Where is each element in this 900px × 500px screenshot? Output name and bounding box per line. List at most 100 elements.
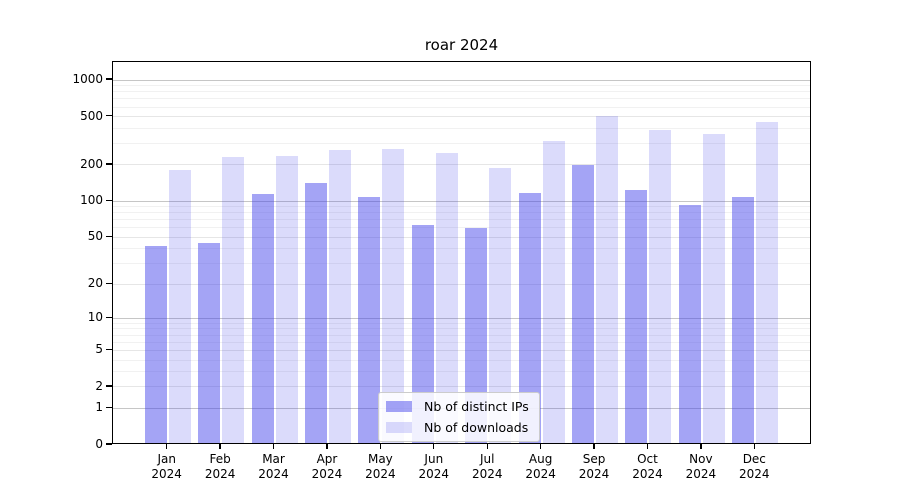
bar-distinct-ips-apr bbox=[304, 183, 327, 444]
bar-distinct-ips-feb bbox=[198, 242, 221, 444]
gridline-20 bbox=[113, 283, 810, 285]
bar-distinct-ips-dec bbox=[732, 197, 755, 444]
bar-downloads-aug bbox=[542, 141, 565, 444]
x-tick-nov bbox=[700, 444, 702, 449]
x-tick-label-aug: Aug 2024 bbox=[525, 452, 556, 481]
gridline-700 bbox=[113, 98, 810, 100]
x-tick-label-feb: Feb 2024 bbox=[204, 452, 236, 481]
y-tick-0 bbox=[106, 443, 112, 445]
x-tick-jan bbox=[166, 444, 168, 449]
gridline-900 bbox=[113, 85, 810, 87]
gridline-60 bbox=[113, 227, 810, 229]
y-tick-label-10: 10 bbox=[87, 310, 103, 325]
y-tick-50 bbox=[106, 235, 112, 238]
gridline-70 bbox=[113, 219, 810, 221]
bar-distinct-ips-may bbox=[358, 197, 381, 444]
chart-title: roar 2024 bbox=[424, 36, 499, 54]
gridline-5 bbox=[113, 349, 810, 351]
x-tick-label-may: May 2024 bbox=[365, 452, 396, 481]
gridline-7 bbox=[113, 334, 810, 336]
bar-downloads-dec bbox=[756, 122, 779, 444]
y-tick-5 bbox=[106, 348, 112, 351]
x-tick-oct bbox=[646, 444, 649, 449]
bar-distinct-ips-sep bbox=[572, 165, 595, 444]
gridline-500 bbox=[113, 116, 810, 118]
bar-distinct-ips-oct bbox=[625, 190, 648, 444]
bar-downloads-apr bbox=[328, 150, 351, 444]
x-tick-label-mar: Mar 2024 bbox=[258, 452, 289, 481]
y-tick-label-100: 100 bbox=[80, 193, 103, 208]
bar-downloads-jul bbox=[489, 168, 512, 444]
x-tick-jun bbox=[433, 444, 435, 449]
y-tick-200 bbox=[106, 163, 112, 165]
x-tick-feb bbox=[219, 444, 221, 449]
x-tick-may bbox=[379, 444, 382, 449]
bar-downloads-jan bbox=[168, 170, 191, 444]
legend-entry-distinct-ips: Nb of distinct IPs bbox=[386, 398, 529, 415]
bar-distinct-ips-nov bbox=[678, 204, 701, 444]
legend-label-downloads: Nb of downloads bbox=[424, 420, 529, 435]
gridline-9 bbox=[113, 322, 810, 324]
y-tick-20 bbox=[106, 282, 112, 284]
gridline-40 bbox=[113, 248, 810, 250]
bar-downloads-oct bbox=[649, 129, 672, 444]
gridline-1000 bbox=[113, 79, 810, 81]
gridline-400 bbox=[113, 127, 810, 129]
x-tick-apr bbox=[326, 444, 328, 449]
legend-label-distinct-ips: Nb of distinct IPs bbox=[424, 399, 529, 414]
y-tick-1 bbox=[106, 406, 112, 409]
y-tick-label-20: 20 bbox=[87, 276, 103, 291]
bar-distinct-ips-jan bbox=[144, 246, 167, 444]
x-tick-dec bbox=[753, 444, 755, 449]
y-tick-10 bbox=[106, 316, 112, 319]
x-tick-mar bbox=[272, 444, 275, 449]
x-tick-jul bbox=[486, 444, 488, 449]
x-tick-label-sep: Sep 2024 bbox=[578, 452, 610, 481]
y-tick-label-200: 200 bbox=[80, 156, 103, 171]
x-tick-label-nov: Nov 2024 bbox=[685, 452, 717, 481]
bar-downloads-nov bbox=[702, 133, 725, 444]
gridline-600 bbox=[113, 106, 810, 108]
legend-swatch-distinct-ips bbox=[386, 401, 412, 412]
y-tick-100 bbox=[106, 199, 112, 201]
bar-distinct-ips-jun bbox=[411, 224, 434, 444]
plot-area bbox=[112, 61, 811, 444]
bar-downloads-mar bbox=[275, 156, 298, 444]
y-tick-label-50: 50 bbox=[87, 229, 103, 244]
gridline-3 bbox=[113, 371, 810, 373]
x-tick-label-apr: Apr 2024 bbox=[311, 452, 343, 481]
y-tick-label-5: 5 bbox=[95, 342, 103, 357]
y-tick-label-1: 1 bbox=[95, 400, 103, 415]
x-tick-label-jan: Jan 2024 bbox=[151, 452, 182, 481]
bar-downloads-sep bbox=[596, 116, 619, 444]
x-tick-aug bbox=[539, 444, 542, 449]
x-tick-label-oct: Oct 2024 bbox=[632, 452, 663, 481]
y-tick-2 bbox=[106, 385, 112, 387]
y-tick-label-2: 2 bbox=[95, 378, 103, 393]
bar-downloads-feb bbox=[222, 156, 245, 444]
legend: Nb of distinct IPs Nb of downloads bbox=[378, 392, 540, 442]
gridline-50 bbox=[113, 236, 810, 238]
bar-distinct-ips-mar bbox=[251, 193, 274, 444]
y-tick-label-1000: 1000 bbox=[72, 72, 103, 87]
bar-downloads-jun bbox=[435, 153, 458, 444]
bar-distinct-ips-jul bbox=[465, 227, 488, 444]
gridline-4 bbox=[113, 359, 810, 361]
gridline-8 bbox=[113, 328, 810, 330]
y-tick-500 bbox=[106, 114, 112, 117]
bar-distinct-ips-aug bbox=[518, 193, 541, 444]
legend-entry-downloads: Nb of downloads bbox=[386, 419, 529, 436]
gridline-2 bbox=[113, 386, 810, 388]
gridline-6 bbox=[113, 341, 810, 343]
x-tick-label-jul: Jul 2024 bbox=[471, 452, 503, 481]
gridline-800 bbox=[113, 91, 810, 93]
x-tick-label-dec: Dec 2024 bbox=[739, 452, 770, 481]
x-tick-label-jun: Jun 2024 bbox=[418, 452, 450, 481]
y-tick-label-500: 500 bbox=[80, 108, 103, 123]
legend-swatch-downloads bbox=[386, 422, 412, 433]
gridline-90 bbox=[113, 206, 810, 208]
bar-downloads-may bbox=[382, 149, 405, 444]
gridline-200 bbox=[113, 164, 810, 166]
gridline-100 bbox=[113, 200, 810, 202]
y-tick-1000 bbox=[106, 78, 112, 80]
